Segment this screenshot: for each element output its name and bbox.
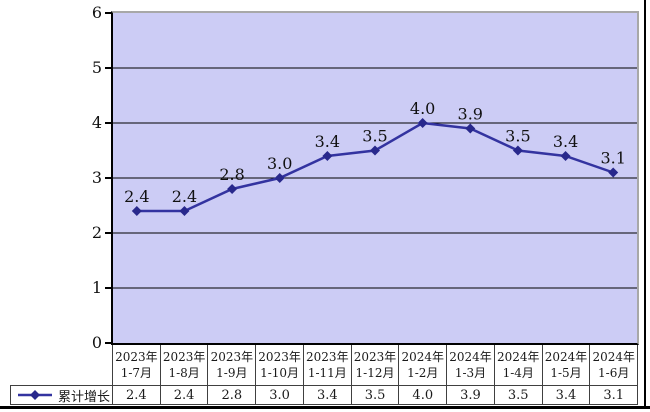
y-axis-tick-label: 0 (91, 333, 102, 352)
table-value-cell: 3.5 (495, 386, 543, 404)
x-axis-category-label: 2023年 1-12月 (352, 345, 400, 385)
data-point-marker (179, 206, 190, 216)
frame-right-border (644, 0, 646, 406)
data-point-label: 3.5 (505, 127, 530, 146)
data-point-marker (417, 118, 428, 128)
data-point-marker (227, 184, 238, 194)
table-value-cell: 3.9 (447, 386, 495, 404)
y-axis-tick-label: 6 (91, 3, 102, 22)
data-point-label: 3.5 (362, 127, 387, 146)
y-axis-tick-mark (105, 287, 112, 289)
table-value-cell: 2.8 (208, 386, 257, 404)
x-axis: 2023年 1-7月 2023年 1-8月 2023年 1-9月 2023年 1-10… (112, 345, 639, 385)
x-axis-category-label: 2023年 1-10月 (256, 345, 304, 385)
table-value-cell: 2.4 (161, 386, 209, 404)
table-value-cell: 3.5 (352, 386, 400, 404)
legend-item: 累计增长 (11, 386, 113, 405)
data-point-marker (560, 151, 571, 161)
y-axis-tick-mark (105, 67, 112, 69)
data-point-label: 3.4 (315, 132, 340, 151)
y-axis-tick-mark (105, 122, 112, 124)
y-axis-tick-mark (105, 177, 112, 179)
plot-area: 2.4 2.4 2.8 3.0 3.4 3.5 4.0 3.9 3.5 3.4 3.1 (111, 11, 639, 345)
y-axis-tick-label: 5 (91, 58, 102, 77)
y-axis-tick-mark (105, 342, 112, 344)
x-axis-category-label: 2024年 1-5月 (543, 345, 591, 385)
y-axis-tick-mark (105, 232, 112, 234)
data-point-marker (274, 173, 285, 183)
data-point-marker (465, 123, 476, 134)
x-axis-category-label: 2024年 1-3月 (447, 345, 495, 385)
table-value-cell: 4.0 (399, 386, 448, 404)
data-point-marker (370, 145, 380, 156)
series-marker-icon (18, 390, 52, 400)
data-point-label: 3.9 (458, 105, 483, 124)
x-axis-category-label: 2023年 1-11月 (304, 345, 352, 385)
data-point-label: 2.8 (219, 165, 244, 184)
data-point-marker (322, 151, 333, 161)
series-plot-svg: 2.4 2.4 2.8 3.0 3.4 3.5 4.0 3.9 3.5 3.4 3.1 (113, 67, 637, 289)
data-point-label: 2.4 (172, 187, 197, 206)
y-axis-tick-label: 3 (91, 168, 102, 187)
y-axis-tick-label: 1 (91, 278, 102, 297)
y-axis-tick-mark (105, 12, 112, 14)
x-axis-category-label: 2024年 1-4月 (495, 345, 543, 385)
data-table-row: 累计增长 2.4 2.4 2.8 3.0 3.4 3.5 4.0 3.9 3.5 3.4 3.1 (10, 385, 638, 405)
data-point-marker (512, 145, 523, 156)
x-axis-category-label: 2023年 1-9月 (208, 345, 257, 385)
data-point-marker (608, 167, 619, 178)
x-axis-category-label: 2024年 1-6月 (590, 345, 639, 385)
x-axis-category-label: 2023年 1-7月 (112, 345, 161, 385)
data-point-label: 4.0 (410, 99, 435, 118)
x-axis-category-label: 2023年 1-8月 (161, 345, 209, 385)
data-point-marker (131, 206, 142, 216)
table-value-cell: 3.4 (304, 386, 352, 404)
data-point-label: 3.1 (600, 149, 625, 168)
table-value-cell: 3.1 (603, 387, 625, 403)
data-point-label: 2.4 (124, 187, 149, 206)
table-value-cell: 3.0 (256, 386, 304, 404)
legend-label: 累计增长 (58, 389, 111, 405)
x-axis-category-label: 2024年 1-2月 (399, 345, 448, 385)
data-point-label: 3.0 (267, 154, 292, 173)
table-value-cell: 2.4 (113, 386, 161, 404)
y-axis-tick-label: 2 (91, 223, 102, 242)
table-value-cell: 3.4 (543, 386, 591, 404)
data-point-label: 3.4 (553, 132, 578, 151)
frame-bottom-border (0, 406, 650, 409)
y-axis-tick-label: 4 (91, 113, 102, 132)
